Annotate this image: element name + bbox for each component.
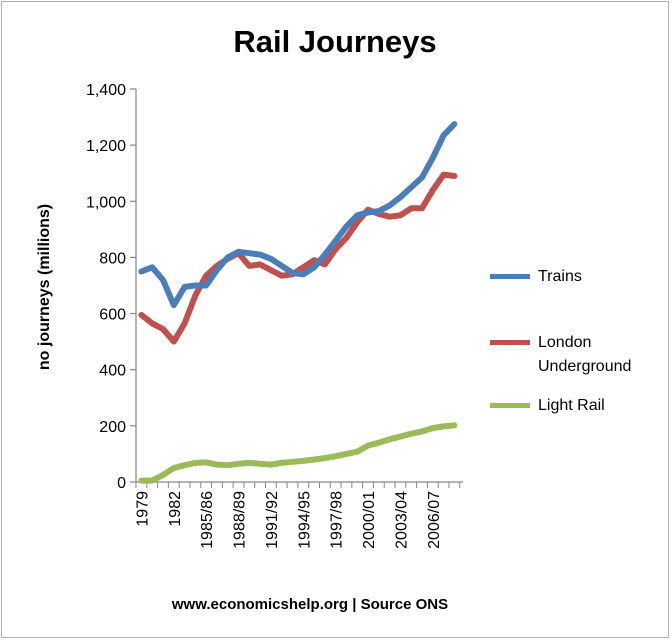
legend-item-london-underground: London Underground — [490, 331, 631, 379]
y-tick-label: 1,200 — [86, 138, 126, 155]
legend-label-line-2: Underground — [538, 358, 632, 375]
x-tick-label: 1997/98 — [329, 491, 346, 549]
y-tick-label: 200 — [99, 419, 126, 436]
y-tick-label: 600 — [99, 307, 126, 324]
x-tick-label: 2000/01 — [361, 491, 378, 549]
legend-item-trains: Trains — [490, 265, 582, 289]
legend-label-light-rail: Light Rail — [538, 397, 605, 414]
x-tick-label: 1979 — [134, 491, 151, 527]
series-line-light-rail — [138, 422, 458, 484]
y-tick-label: 1,000 — [86, 194, 126, 211]
legend-swatch-london-underground — [490, 340, 530, 345]
chart-title: Rail Journeys — [233, 24, 437, 59]
series-line-london-underground — [138, 171, 458, 345]
legend-swatch-trains — [490, 274, 530, 279]
series-line-trains — [138, 121, 458, 309]
x-tick-label: 1982 — [167, 491, 184, 527]
x-tick-label: 1991/92 — [264, 491, 281, 549]
legend-swatch-light-rail — [490, 403, 530, 408]
y-tick-label: 400 — [99, 363, 126, 380]
x-tick-label: 1994/95 — [296, 491, 313, 549]
y-tick-label: 0 — [117, 475, 126, 492]
x-tick-label: 1985/86 — [199, 491, 216, 549]
x-tick-label: 2003/04 — [393, 491, 410, 549]
axes: 0 200 400 600 800 1,000 1,200 1,400 1979 1982 1985… — [86, 82, 463, 549]
x-tick-label: 2006/07 — [426, 491, 443, 549]
y-tick-label: 800 — [99, 250, 126, 267]
legend-label-line-1: London — [538, 334, 592, 351]
series-layer — [138, 121, 458, 484]
legend-item-light-rail: Light Rail — [490, 394, 605, 418]
y-tick-label: 1,400 — [86, 82, 126, 99]
source-footer: www.economicshelp.org | Source ONS — [171, 596, 449, 613]
x-tick-label: 1988/89 — [232, 491, 249, 549]
legend-label-london-underground: London Underground — [538, 331, 631, 379]
legend-label-trains: Trains — [538, 268, 582, 285]
